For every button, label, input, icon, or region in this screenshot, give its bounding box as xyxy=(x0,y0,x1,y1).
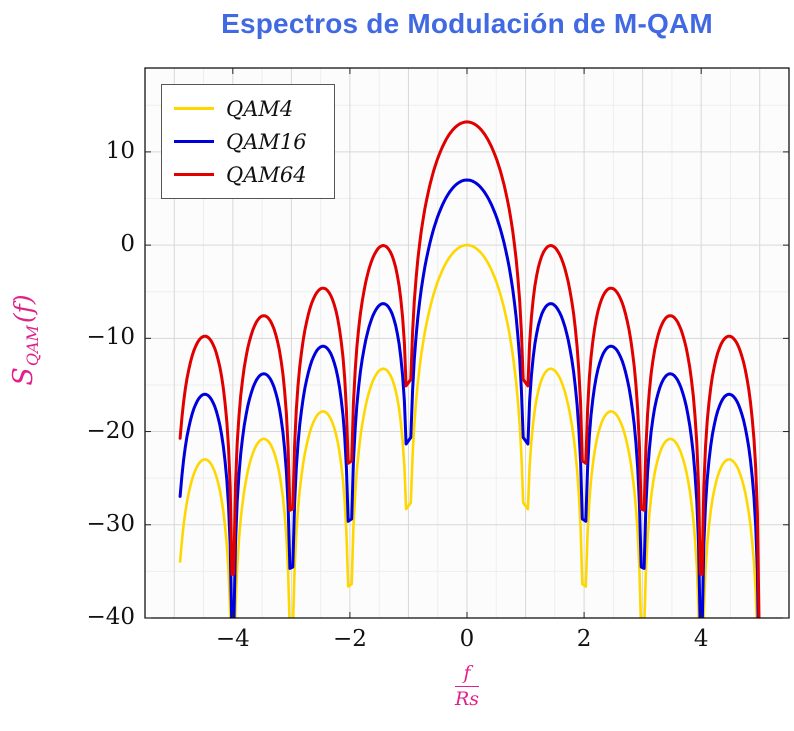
curve-QAM64 xyxy=(178,120,761,618)
legend-line-swatch xyxy=(174,140,214,143)
y-label-argument: (f) xyxy=(9,294,38,324)
y-label-base: S xyxy=(8,367,39,386)
legend-label: QAM16 xyxy=(226,129,307,154)
curve-QAM4 xyxy=(178,243,759,618)
legend-item-QAM4: QAM4 xyxy=(162,92,334,125)
x-axis-label: f Rs xyxy=(145,662,789,711)
y-label-subscript: QAM xyxy=(23,325,42,367)
legend-label: QAM64 xyxy=(226,162,307,187)
legend: QAM4 QAM16 QAM64 xyxy=(161,84,335,199)
x-label-numerator: f xyxy=(455,662,479,687)
legend-item-QAM16: QAM16 xyxy=(162,125,334,158)
legend-item-QAM64: QAM64 xyxy=(162,158,334,191)
legend-line-swatch xyxy=(174,107,214,110)
curves-layer xyxy=(178,120,761,618)
x-label-fraction: f Rs xyxy=(455,662,479,711)
legend-label: QAM4 xyxy=(226,96,294,121)
legend-line-swatch xyxy=(174,173,214,176)
y-axis-label: S QAM (f) xyxy=(8,230,44,450)
chart-title: Espectros de Modulación de M-QAM xyxy=(221,8,713,39)
tick-marks xyxy=(145,68,789,619)
x-label-denominator: Rs xyxy=(454,687,480,710)
curve-QAM16 xyxy=(178,178,760,618)
